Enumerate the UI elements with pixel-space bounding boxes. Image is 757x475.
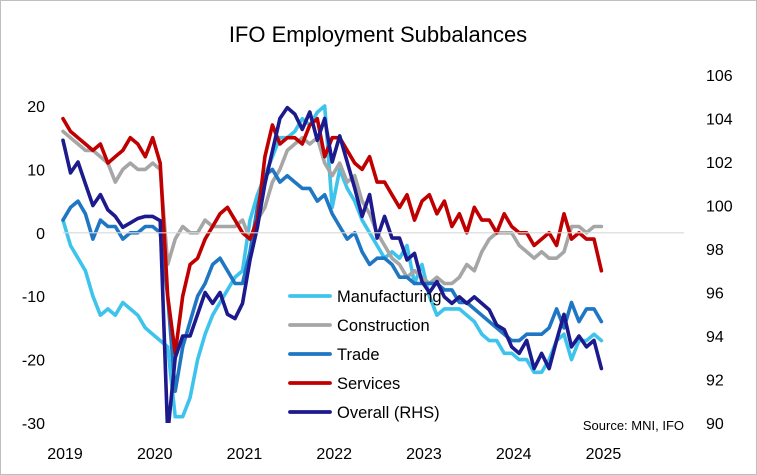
- x-tick-label: 2022: [316, 446, 352, 463]
- y-right-tick-label: 94: [706, 329, 724, 346]
- legend-label: Services: [337, 375, 400, 393]
- y-right-tick-label: 104: [706, 112, 733, 129]
- y-right-tick-label: 102: [706, 155, 733, 172]
- legend-label: Manufacturing: [337, 288, 442, 306]
- x-tick-label: 2020: [137, 446, 173, 463]
- series-line-overall-rhs: [61, 105, 604, 423]
- y-right-tick-label: 98: [706, 242, 724, 259]
- y-left-tick-label: 20: [27, 99, 45, 116]
- y-left-tick-label: -20: [22, 353, 45, 370]
- y-left-tick-label: 10: [27, 162, 45, 179]
- chart-title: IFO Employment Subbalances: [229, 22, 527, 47]
- legend-label: Construction: [337, 317, 430, 335]
- series-line-services: [61, 116, 604, 356]
- x-tick-label: 2024: [496, 446, 532, 463]
- y-right-tick-label: 96: [706, 286, 724, 303]
- y-right-tick-label: 92: [706, 373, 724, 390]
- x-tick-label: 2025: [586, 446, 622, 463]
- series-line-manufacturing: [61, 104, 604, 419]
- source-note: Source: MNI, IFO: [583, 418, 684, 433]
- x-tick-label: 2023: [406, 446, 442, 463]
- x-tick-label: 2019: [47, 446, 83, 463]
- series-line-trade: [61, 167, 604, 394]
- y-left-tick-label: -30: [22, 416, 45, 433]
- y-left-tick-label: -10: [22, 289, 45, 306]
- legend: Manufacturing Construction Trade Services Ov…: [288, 288, 442, 422]
- legend-label: Overall (RHS): [337, 404, 440, 422]
- y-right-tick-label: 90: [706, 416, 724, 433]
- y-right-tick-label: 100: [706, 199, 733, 216]
- axis-ticks: -30 -20 -10 0 10 20 90 92 94 96 98 100 102 104 106 2019…: [22, 68, 733, 463]
- x-tick-label: 2021: [227, 446, 263, 463]
- series-lines: [61, 104, 604, 423]
- legend-label: Trade: [337, 346, 380, 364]
- y-right-tick-label: 106: [706, 68, 733, 85]
- y-left-tick-label: 0: [36, 226, 45, 243]
